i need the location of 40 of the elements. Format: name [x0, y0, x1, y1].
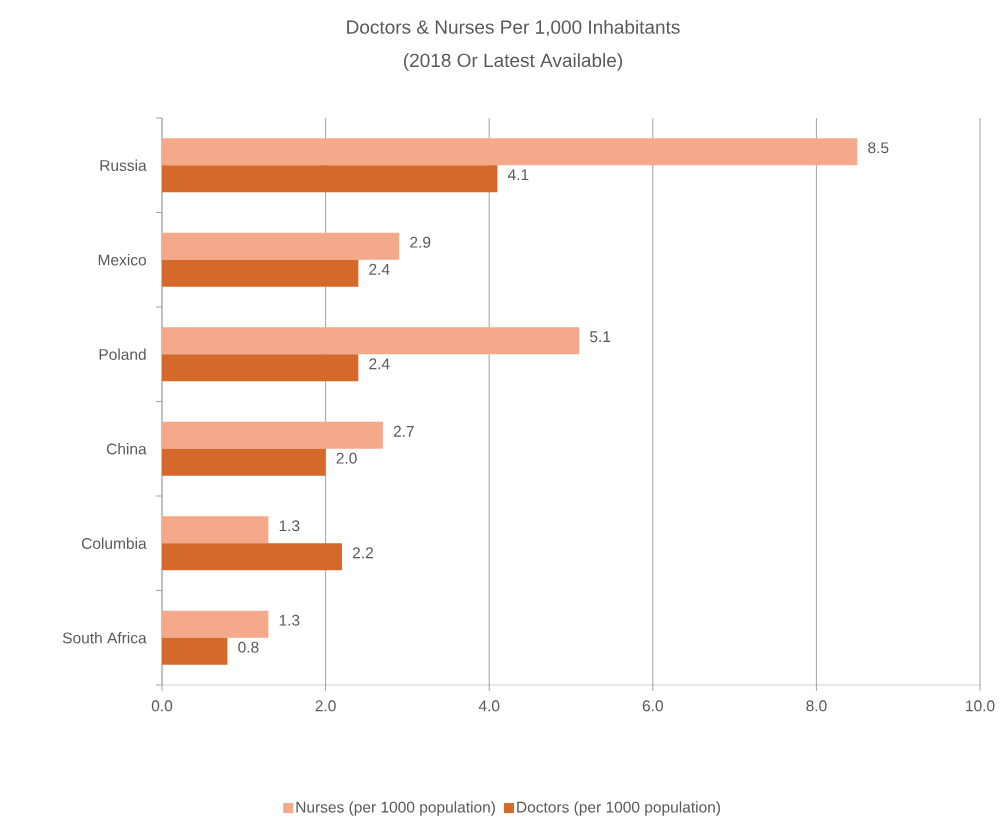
x-tick-label: 2.0	[315, 700, 336, 712]
data-label: 1.3	[279, 520, 300, 532]
data-label: 4.1	[507, 169, 529, 181]
x-tick-label: 10.0	[966, 700, 995, 712]
bar	[162, 232, 400, 260]
bar	[162, 138, 858, 166]
data-label: 2.2	[352, 547, 373, 559]
data-label: 2.4	[369, 358, 390, 370]
legend-label: Nurses (per 1000 population)	[296, 801, 495, 816]
data-label: 2.7	[393, 425, 414, 437]
bar	[162, 354, 359, 382]
bar	[162, 543, 342, 571]
bar	[162, 610, 269, 638]
bar	[162, 516, 269, 544]
data-label: 0.8	[238, 641, 259, 653]
x-tick-label: 8.0	[806, 700, 827, 712]
data-label: 8.5	[868, 142, 889, 154]
bar	[162, 259, 359, 287]
data-label: 2.4	[369, 263, 390, 275]
y-tick-label: Poland	[99, 348, 146, 360]
bar	[162, 448, 326, 476]
y-tick-label: Columbia	[81, 537, 147, 549]
data-label: 5.1	[590, 331, 611, 343]
data-label: 2.9	[410, 236, 431, 248]
y-tick-label: China	[106, 443, 147, 455]
data-label: 1.3	[279, 614, 300, 626]
data-label: 2.0	[336, 452, 357, 464]
bar	[162, 327, 580, 355]
legend-label: Doctors (per 1000 population)	[517, 801, 721, 816]
chart-title: Doctors & Nurses Per 1,000 Inhabitants	[347, 19, 680, 37]
y-tick-label: Mexico	[98, 254, 146, 266]
bar	[162, 637, 228, 665]
x-tick-label: 4.0	[478, 700, 500, 712]
bar	[162, 421, 383, 449]
x-tick-label: 0.0	[151, 700, 173, 712]
y-tick-label: South Africa	[62, 632, 147, 644]
x-tick-label: 6.0	[642, 700, 663, 712]
y-tick-label: Russia	[100, 159, 147, 171]
chart-subtitle: (2018 Or Latest Available)	[403, 53, 623, 71]
bar	[162, 165, 498, 193]
